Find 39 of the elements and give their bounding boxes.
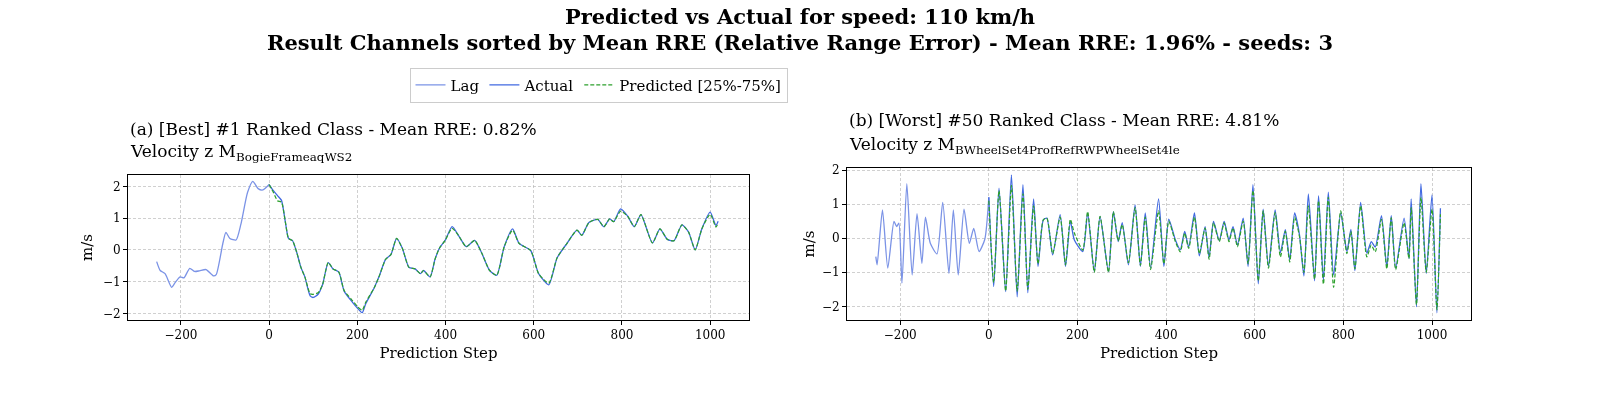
- y-tick-label: −1: [821, 265, 840, 280]
- x-tick-label: 600: [522, 328, 546, 343]
- y-tick-label: 0: [112, 243, 121, 258]
- x-tick-label: 0: [985, 328, 993, 343]
- x-axis-title: Prediction Step: [379, 344, 498, 363]
- x-axis-title: Prediction Step: [1099, 344, 1219, 363]
- x-tick-label: 200: [345, 328, 369, 343]
- y-axis-title: m/s: [800, 230, 818, 258]
- x-tick-label: 1000: [694, 328, 726, 343]
- line-series: [875, 183, 990, 284]
- y-tick-label: −2: [102, 306, 121, 321]
- y-tick-label: 1: [831, 197, 840, 212]
- y-axis-title: m/s: [78, 234, 97, 261]
- x-tick-label: 600: [1243, 328, 1267, 343]
- chart-subtitle: Velocity z M$_{BogieFrameaqWS2}$: [130, 141, 353, 164]
- legend-label: Predicted [25%-75%]: [619, 76, 781, 95]
- x-tick-label: −200: [164, 328, 198, 343]
- x-tick-label: −200: [883, 328, 917, 343]
- y-tick-label: 0: [831, 231, 840, 246]
- y-tick-label: −2: [821, 299, 840, 314]
- y-tick-label: −1: [102, 274, 121, 289]
- chart-title: (b) [Worst] #50 Ranked Class - Mean RRE: 4.81%: [849, 110, 1280, 130]
- x-tick-label: 800: [610, 328, 634, 343]
- line-series: [156, 180, 270, 288]
- x-tick-label: 400: [1154, 328, 1178, 343]
- y-tick-label: 1: [112, 211, 121, 226]
- chart-subtitle: Velocity z M$_{BWheelSet4ProfRefRWPWheelSet4le}$: [849, 134, 1180, 157]
- chart-title: (a) [Best] #1 Ranked Class - Mean RRE: 0.82%: [130, 119, 537, 139]
- x-tick-label: 0: [265, 328, 273, 343]
- legend-label: Lag: [450, 76, 480, 95]
- text: Result Channels sorted by Mean RRE (Relative Range Error) - Mean RRE: 1.96% - seeds: 3: [265, 30, 1335, 56]
- x-tick-label: 1000: [1416, 328, 1448, 343]
- legend-label: Actual: [523, 76, 574, 95]
- x-tick-label: 200: [1066, 328, 1089, 343]
- x-tick-label: 400: [434, 328, 458, 343]
- y-tick-label: 2: [112, 179, 121, 194]
- y-tick-label: 2: [831, 163, 840, 178]
- x-tick-label: 800: [1331, 328, 1355, 343]
- text: Predicted vs Actual for speed: 110 km/h: [563, 4, 1037, 30]
